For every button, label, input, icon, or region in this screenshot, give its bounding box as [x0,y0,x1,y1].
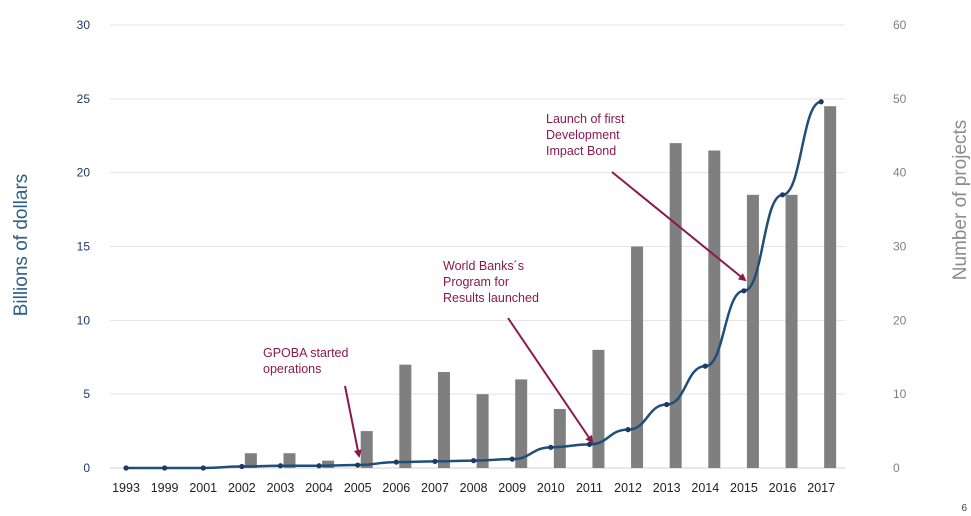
left-axis-ticks: 0 5 10 15 20 25 30 [77,18,91,475]
annotation-arrow [344,385,362,458]
line-point [779,192,786,198]
bar [399,364,412,468]
line-point [664,401,670,408]
bar [360,431,373,468]
y-tick-left: 15 [77,240,91,254]
annotation: World Banks´s Program for Results launched [443,259,594,444]
x-tick: 2009 [498,481,526,495]
line-point [393,459,399,465]
x-axis-ticks: 1993 1999 2001 2002 2003 2004 2005 2006 2007 2008… [112,481,835,495]
annotations: GPOBA started operations World Banks´s Prog… [263,112,747,458]
y-tick-left: 10 [77,313,91,327]
y-tick-left: 30 [77,18,91,32]
line-point [509,456,515,462]
y-tick-right: 30 [893,240,907,254]
x-tick: 1993 [112,481,140,495]
annotation-text: GPOBA started [263,346,349,360]
bar [476,394,489,468]
x-tick: 1999 [151,481,179,495]
annotation: Launch of first Development Impact Bond [546,112,747,282]
line-point [239,463,245,470]
x-tick: 2012 [614,481,642,495]
x-tick: 2003 [267,481,295,495]
y-tick-left: 0 [83,461,90,475]
y-tick-right: 50 [893,92,907,106]
y-tick-right: 60 [893,18,907,32]
x-tick: 2007 [421,481,449,495]
page-number: 6 [961,503,967,514]
line-point [702,363,708,369]
line-point [470,458,477,464]
x-tick: 2001 [189,481,217,495]
line-point [548,444,554,450]
x-tick: 2011 [576,481,603,495]
y-tick-left: 5 [83,387,90,401]
y-tick-left: 25 [77,92,91,106]
bar [553,408,566,468]
x-tick: 2017 [807,481,835,495]
line-path [126,100,822,470]
y-tick-right: 40 [893,166,907,180]
x-tick: 2008 [460,481,488,495]
gridlines [110,24,845,469]
bar [746,194,759,469]
bar [244,453,257,468]
bar-series-projects [244,106,837,469]
bar [669,143,682,468]
line-point [741,288,747,294]
x-tick: 2006 [382,481,410,495]
bar [824,106,837,468]
line-point [200,465,206,471]
line-point [432,458,438,464]
bar [592,349,605,468]
x-tick: 2005 [344,481,372,495]
y-axis-label-left: Billions of dollars [11,174,32,317]
x-tick: 2014 [691,481,719,495]
x-tick: 2004 [305,481,333,495]
annotation-arrow [611,171,747,282]
bar [631,246,644,468]
line-series-billions [123,99,824,471]
annotation-arrow [507,317,594,444]
annotation-text: Impact Bond [546,144,616,158]
line-point [355,462,361,468]
annotation-text: operations [263,362,321,376]
bar [785,194,798,469]
x-tick: 2016 [769,481,797,495]
x-tick: 2002 [228,481,256,495]
y-tick-right: 10 [893,387,907,401]
y-axis-label-right: Number of projects [950,120,971,281]
bar [708,150,721,468]
line-point [277,463,284,469]
y-tick-left: 20 [77,166,91,180]
line-point [316,463,322,469]
annotation-text: Program for [443,275,509,289]
bar [437,372,450,468]
x-tick: 2010 [537,481,565,495]
line-point [123,465,129,471]
annotation-text: Results launched [443,291,539,305]
line-point [586,441,593,447]
y-tick-right: 20 [893,313,907,327]
line-point [818,99,824,105]
bar [322,460,335,468]
annotation: GPOBA started operations [263,346,362,458]
annotation-text: World Banks´s [443,259,524,273]
annotation-text: Development [546,128,620,142]
line-point [162,465,168,471]
annotation-text: Launch of first [546,112,625,126]
bar [515,379,528,468]
y-tick-right: 0 [893,461,900,475]
right-axis-ticks: 0 10 20 30 40 50 60 [893,18,907,475]
bar [283,453,296,468]
line-point [625,427,631,433]
x-tick: 2013 [653,481,681,495]
x-tick: 2015 [730,481,758,495]
